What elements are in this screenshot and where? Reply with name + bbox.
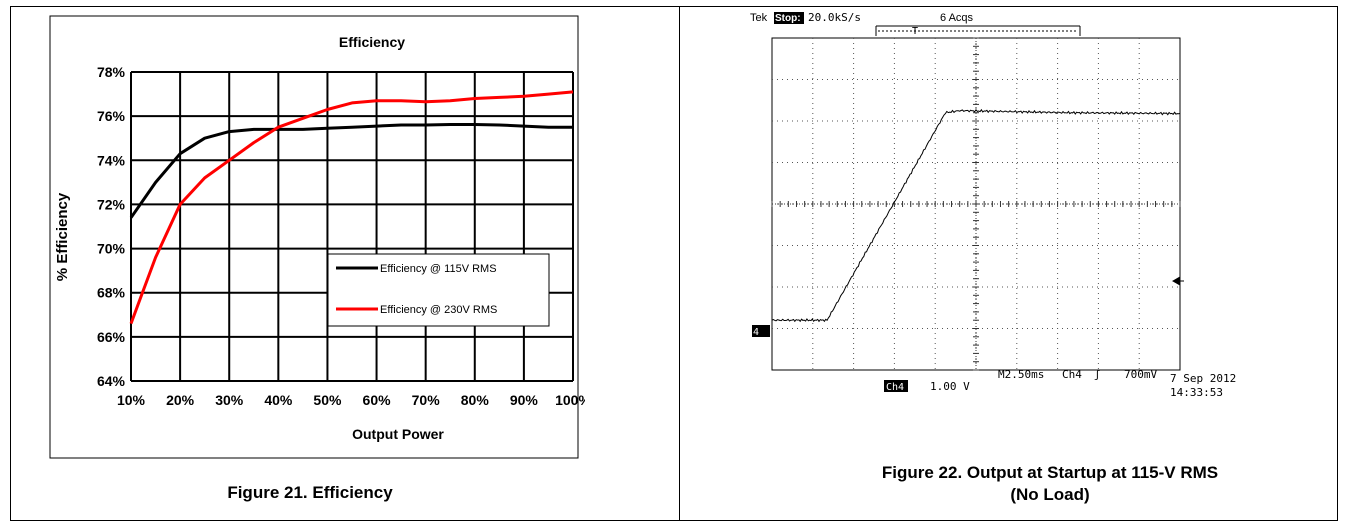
efficiency-chart: Efficiency 64% 66% 68% 70% 72% 74% 76% 78% 10% 2… <box>49 15 585 459</box>
capture-time: 14:33:53 <box>1170 386 1223 399</box>
figure-21-caption: Figure 21. Efficiency <box>227 483 393 502</box>
channel-scale: 1.00 V <box>930 380 970 393</box>
x-tick-label: 60% <box>363 392 392 408</box>
x-tick-label: 80% <box>461 392 490 408</box>
chart-title: Efficiency <box>339 34 405 50</box>
sample-rate: 20.0kS/s <box>808 11 861 24</box>
x-tick-label: 100% <box>555 392 585 408</box>
x-tick-label: 40% <box>264 392 293 408</box>
y-axis-label: % Efficiency <box>54 192 71 281</box>
trigger-level: 700mV <box>1124 368 1157 381</box>
x-tick-label: 30% <box>215 392 244 408</box>
y-tick-label: 70% <box>97 241 126 257</box>
chart-series <box>129 90 574 325</box>
stop-badge <box>774 12 804 24</box>
scope-state: Stop: <box>775 13 801 24</box>
timebase: M2.50ms <box>998 368 1044 381</box>
y-tick-label: 76% <box>97 108 126 124</box>
trigger-source: Ch4 <box>1062 368 1082 381</box>
y-tick-label: 64% <box>97 373 126 389</box>
y-tick-label: 68% <box>97 285 126 301</box>
trigger-level-arrow-icon <box>1171 276 1184 286</box>
figure-frame <box>10 6 1338 521</box>
legend-label-230v: Efficiency @ 230V RMS <box>380 304 497 316</box>
channel-badge <box>884 380 908 392</box>
legend-box <box>327 253 550 327</box>
x-tick-label: 70% <box>412 392 441 408</box>
x-tick-label: 50% <box>313 392 342 408</box>
x-tick-label: 10% <box>117 392 146 408</box>
series-line-115v <box>129 123 573 219</box>
panel-divider <box>679 6 680 521</box>
figure-22-caption-line1: Figure 22. Output at Startup at 115-V RM… <box>881 463 1219 482</box>
channel-label: Ch4 <box>886 382 904 393</box>
x-tick-labels: 10% 20% 30% 40% 50% 60% 70% 80% 90% 100% <box>117 392 585 408</box>
acquisition-count: 6 Acqs <box>940 12 974 24</box>
y-tick-label: 72% <box>97 196 126 212</box>
chart-legend: Efficiency @ 115V RMS Efficiency @ 230V … <box>327 253 550 327</box>
trigger-position-marker: T <box>912 26 918 37</box>
chart-frame <box>49 15 579 459</box>
figure-22-caption-line2: (No Load) <box>1010 485 1090 504</box>
series-line-230v <box>129 90 574 325</box>
x-tick-label: 20% <box>166 392 195 408</box>
trigger-slope-icon: ʃ <box>1094 368 1101 381</box>
ch4-ground-marker <box>752 325 770 337</box>
chart-grid <box>130 71 574 382</box>
record-bracket <box>875 25 1081 36</box>
x-tick-label: 90% <box>510 392 539 408</box>
scope-brand: Tek <box>750 12 768 24</box>
figure-22-caption: Figure 22. Output at Startup at 115-V RM… <box>790 462 1310 506</box>
capture-date: 7 Sep 2012 <box>1170 372 1236 385</box>
y-tick-labels: 64% 66% 68% 70% 72% 74% 76% 78% <box>97 64 126 389</box>
ch4-ground-label: 4 <box>753 327 759 338</box>
oscilloscope-capture: Tek Stop: 20.0kS/s 6 Acqs T 4 M2.50ms Ch… <box>750 11 1236 399</box>
scope-graticule <box>771 37 1181 371</box>
legend-label-115v: Efficiency @ 115V RMS <box>380 263 497 275</box>
y-tick-label: 78% <box>97 64 126 80</box>
y-tick-label: 74% <box>97 152 126 168</box>
x-axis-label: Output Power <box>352 426 444 442</box>
ch4-trace <box>771 108 1181 323</box>
y-tick-label: 66% <box>97 329 126 345</box>
